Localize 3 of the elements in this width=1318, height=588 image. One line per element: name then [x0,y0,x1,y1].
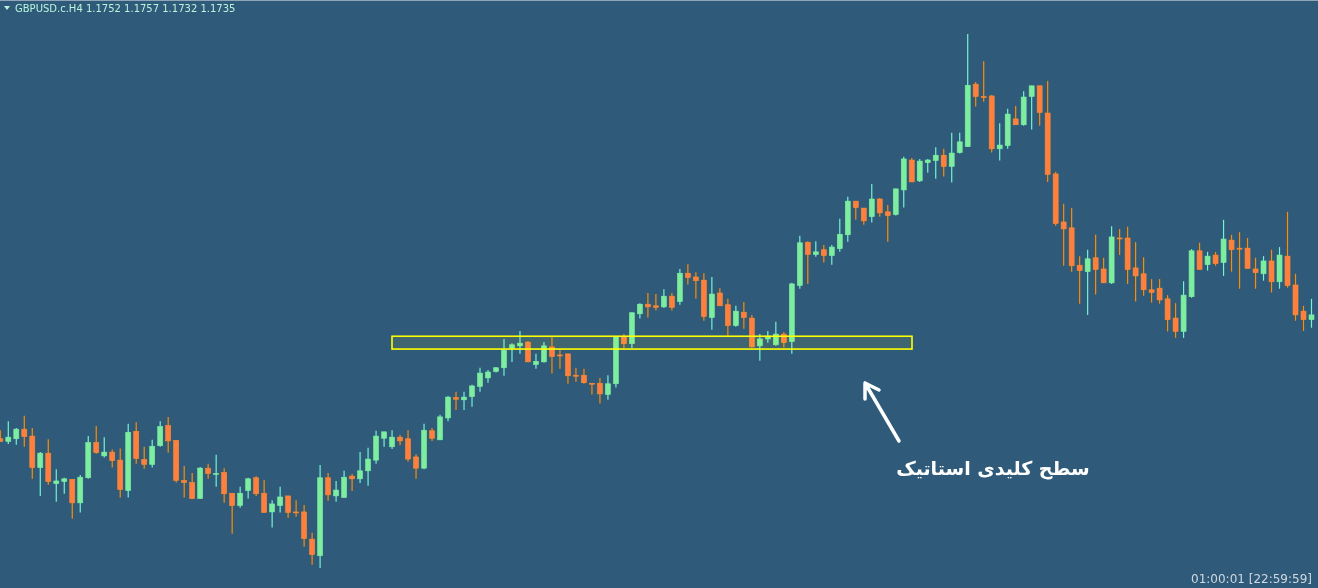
chart-title: GBPUSD.c.H4 1.1752 1.1757 1.1732 1.1735 [15,3,236,14]
text: 01:00:01 [22:59:59] [1191,572,1312,586]
annotation: سطح کلیدی استاتیک [896,457,1090,480]
